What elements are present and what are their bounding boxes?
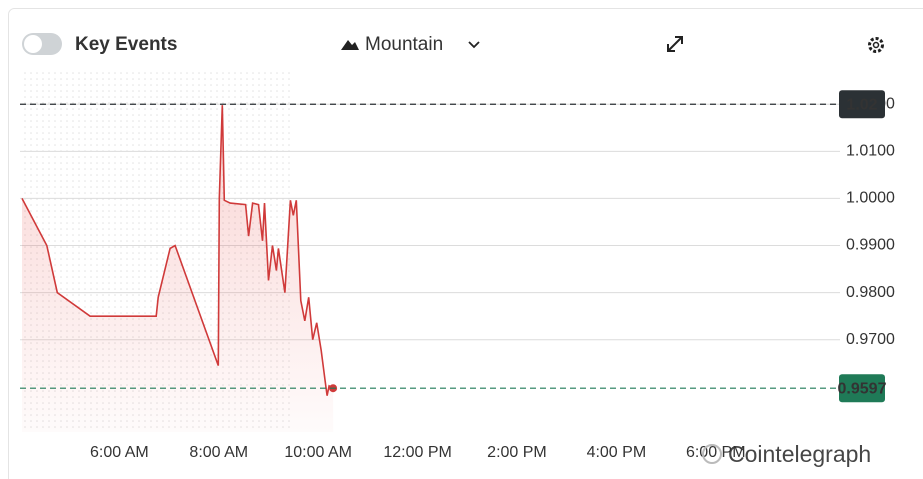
y-tick-label: 1.0000 — [846, 190, 895, 207]
x-tick-label: 6:00 PM — [686, 444, 746, 461]
y-tick-label: 1.0100 — [846, 143, 895, 160]
settings-icon-core — [872, 41, 880, 49]
area — [21, 105, 334, 432]
toggle-label: Key Events — [75, 34, 177, 55]
toggle-knob — [24, 35, 42, 53]
price-badge-label: 1.02 — [846, 96, 877, 113]
x-tick-label: 6:00 AM — [90, 444, 149, 461]
mountain-icon — [341, 40, 359, 50]
y-tick-label: 0.9800 — [846, 284, 895, 301]
chevron — [468, 41, 480, 49]
x-tick-label: 12:00 PM — [383, 444, 451, 461]
settings-icon[interactable] — [868, 37, 884, 53]
price-badge-label: 0.9597 — [838, 380, 887, 397]
expand-icon[interactable] — [667, 36, 683, 52]
watermark-logo — [702, 444, 722, 464]
y-tick-label: 0.9700 — [846, 331, 895, 348]
x-tick-label: 8:00 AM — [189, 444, 248, 461]
watermark: Cointelegraph — [728, 441, 871, 467]
x-tick-label: 4:00 PM — [587, 444, 647, 461]
y-tick-label: 0.9900 — [846, 237, 895, 254]
x-tick-label: 2:00 PM — [487, 444, 547, 461]
price-line — [21, 105, 334, 396]
frame — [8, 8, 923, 479]
price-badge — [839, 90, 885, 119]
price-badge — [839, 374, 885, 403]
style-selector[interactable]: Mountain — [365, 34, 443, 55]
x-tick-label: 10:00 AM — [284, 444, 352, 461]
